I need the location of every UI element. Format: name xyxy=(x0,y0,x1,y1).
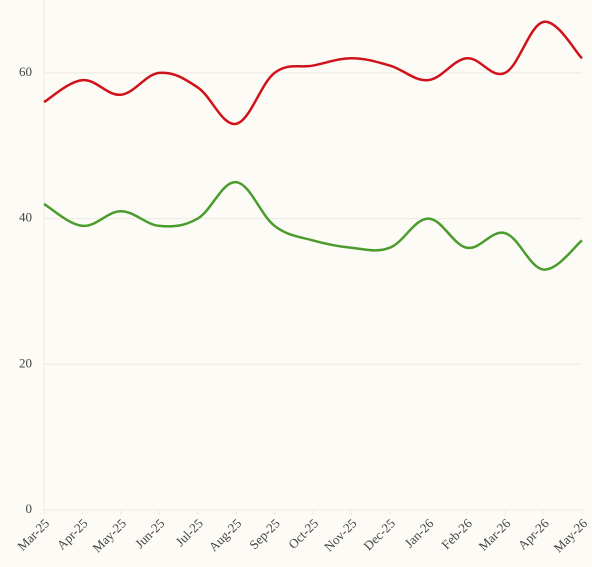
y-tick-label: 20 xyxy=(19,355,32,370)
line-series xyxy=(43,180,583,271)
y-tick-label: 0 xyxy=(26,501,33,516)
x-tick-label: Jan-26 xyxy=(401,515,436,550)
x-tick-label: Mar-26 xyxy=(475,515,513,553)
x-tick-label: Apr-26 xyxy=(515,515,552,552)
x-tick-label: Oct-25 xyxy=(285,516,321,552)
x-tick-label: Apr-25 xyxy=(54,516,91,553)
x-tick-label: Mar-25 xyxy=(14,516,52,554)
x-tick-label: Feb-26 xyxy=(438,515,475,552)
x-tick-label: Jul-25 xyxy=(172,516,206,550)
x-tick-label: Jun-25 xyxy=(132,516,168,552)
x-tick-label: Dec-25 xyxy=(360,516,398,554)
y-tick-label: 60 xyxy=(19,64,32,79)
line-series xyxy=(43,20,583,126)
x-tick-label: May-25 xyxy=(89,516,129,556)
x-tick-label: Aug-25 xyxy=(206,516,245,555)
x-tick-label: Nov-25 xyxy=(321,516,360,555)
x-tick-label: May-26 xyxy=(551,515,591,555)
y-tick-label: 40 xyxy=(19,210,32,225)
x-tick-label: Sep-25 xyxy=(246,516,283,553)
